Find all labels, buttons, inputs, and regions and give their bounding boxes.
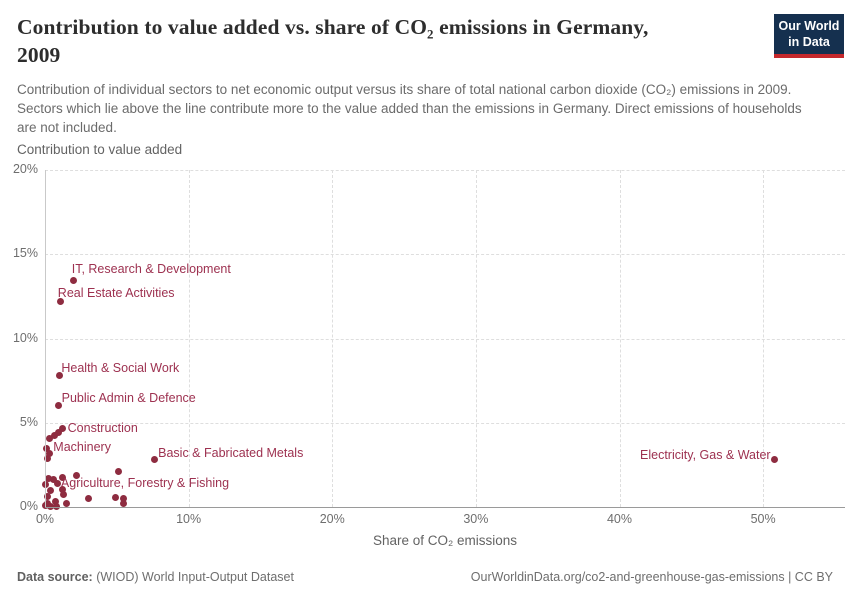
- data-point-real-estate-activities[interactable]: [57, 297, 65, 305]
- citation-link[interactable]: OurWorldinData.org/co2-and-greenhouse-ga…: [470, 570, 833, 584]
- point-label: Electricity, Gas & Water: [640, 447, 771, 462]
- data-point[interactable]: [73, 472, 81, 480]
- data-point[interactable]: [54, 428, 62, 436]
- data-point[interactable]: [63, 499, 71, 507]
- point-label: Construction: [67, 420, 138, 435]
- data-point[interactable]: [50, 431, 58, 439]
- chart-footer: Data source: (WIOD) World Input-Output D…: [17, 570, 833, 584]
- x-tick-label: 20%: [319, 512, 345, 526]
- x-axis-title: Share of CO₂ emissions: [372, 533, 518, 548]
- y-axis-line: [45, 170, 46, 507]
- data-point-basic-fabricated-metals[interactable]: [150, 456, 158, 464]
- point-label: Public Admin & Defence: [61, 390, 196, 405]
- x-gridline: [188, 170, 190, 507]
- x-tick-label: 40%: [606, 512, 633, 526]
- data-point[interactable]: [111, 494, 119, 502]
- data-point-construction[interactable]: [59, 425, 67, 433]
- y-tick-label: 0%: [19, 499, 38, 513]
- x-axis-line: [45, 507, 845, 508]
- y-tick-label: 20%: [12, 162, 38, 176]
- data-point[interactable]: [58, 474, 66, 481]
- point-label: Agriculture, Forestry & Fishing: [60, 476, 230, 491]
- owid-logo[interactable]: Our World in Data: [774, 14, 844, 58]
- page-title-line-1: Contribution to value added vs. share of…: [17, 15, 649, 39]
- chart-subtitle: Contribution of individual sectors to ne…: [17, 81, 802, 136]
- point-label: Health & Social Work: [61, 360, 180, 375]
- x-gridline: [763, 170, 765, 507]
- x-gridline: [332, 170, 334, 507]
- y-axis-title: Contribution to value added: [17, 142, 183, 157]
- data-point[interactable]: [52, 502, 60, 510]
- y-tick-label: 10%: [12, 330, 38, 345]
- data-point[interactable]: [45, 435, 53, 443]
- data-point-health-social-work[interactable]: [55, 372, 63, 380]
- data-point-it-research-development[interactable]: [70, 276, 78, 284]
- data-point[interactable]: [44, 455, 52, 463]
- y-tick-label: 15%: [12, 246, 38, 261]
- y-gridline: [45, 170, 845, 171]
- x-tick-label: 30%: [463, 512, 489, 526]
- data-point[interactable]: [42, 445, 50, 453]
- data-point[interactable]: [43, 492, 51, 500]
- data-point-electricity-gas-water[interactable]: [771, 456, 779, 464]
- data-point[interactable]: [60, 490, 68, 498]
- data-point-agriculture-forestry-fishing[interactable]: [54, 479, 62, 487]
- data-source: Data source: (WIOD) World Input-Output D…: [17, 570, 294, 584]
- chart-header: Contribution to value added vs. share of…: [17, 13, 833, 137]
- data-point-public-admin-defence[interactable]: [55, 402, 63, 410]
- data-point[interactable]: [47, 502, 55, 510]
- data-point[interactable]: [119, 500, 127, 508]
- owid-logo-line-2: in Data: [788, 35, 830, 50]
- data-point[interactable]: [59, 485, 67, 493]
- y-gridline: [45, 422, 845, 424]
- data-point[interactable]: [50, 475, 58, 483]
- point-label: Real Estate Activities: [57, 286, 175, 301]
- page-title-line-2: 2009: [17, 43, 61, 68]
- data-point[interactable]: [46, 487, 54, 495]
- data-point[interactable]: [84, 494, 92, 502]
- data-point[interactable]: [45, 474, 53, 482]
- owid-logo-line-1: Our World: [778, 19, 840, 33]
- point-label: Machinery: [53, 440, 111, 455]
- x-tick-label: 10%: [176, 512, 202, 526]
- data-point[interactable]: [52, 498, 60, 506]
- data-source-value: (WIOD) World Input-Output Dataset: [92, 570, 294, 584]
- data-source-label: Data source:: [17, 570, 93, 584]
- data-point[interactable]: [114, 467, 122, 475]
- point-label: IT, Research & Development: [71, 262, 231, 277]
- point-label: Basic & Fabricated Metals: [158, 445, 304, 460]
- data-point-machinery[interactable]: [45, 449, 53, 457]
- y-gridline: [45, 254, 845, 256]
- data-point[interactable]: [120, 495, 128, 503]
- x-gridline: [475, 170, 477, 507]
- y-tick-label: 5%: [19, 414, 38, 429]
- x-tick-label: 50%: [750, 512, 776, 526]
- y-gridline: [45, 338, 845, 340]
- x-tick-label: 0%: [35, 512, 55, 526]
- x-gridline: [619, 170, 621, 507]
